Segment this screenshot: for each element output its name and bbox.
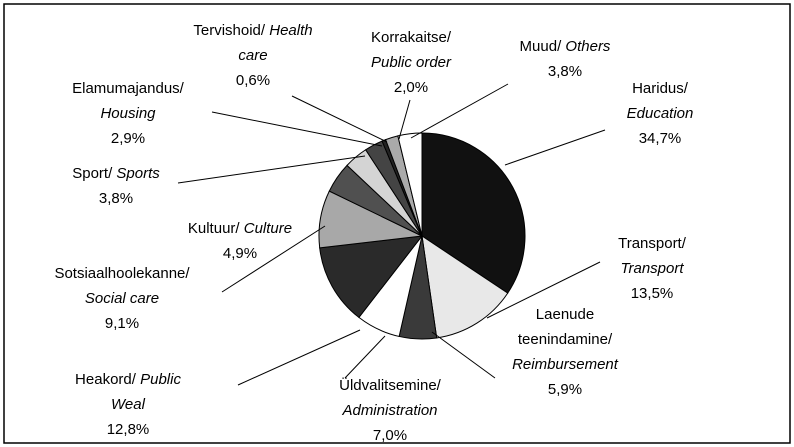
category-name-en: Transport xyxy=(620,260,684,277)
value-label: 34,7% xyxy=(638,130,682,147)
slice-label: Elamumajandus/ Housing 2,9% xyxy=(62,76,194,151)
category-name: Laenude teenindamine/ xyxy=(517,306,613,348)
leader-line xyxy=(177,155,366,184)
pie-slice xyxy=(319,235,424,319)
slice-label: Sotsiaalhoolekanne/ Social care 9,1% xyxy=(54,261,190,336)
value-label: 5,9% xyxy=(547,381,583,398)
slice-label: Kultuur/ Culture 4,9% xyxy=(164,216,316,266)
leader-line xyxy=(504,129,606,166)
category-name: Muud/ xyxy=(519,38,562,55)
slice-label: Korrakaitse/ Public order 2,0% xyxy=(355,25,467,100)
category-name: Elamumajandus/ xyxy=(72,80,184,97)
category-name: Sotsiaalhoolekanne/ xyxy=(54,265,190,282)
value-label: 3,8% xyxy=(98,190,134,207)
value-label: 2,9% xyxy=(110,130,146,147)
slice-label: Heakord/ Public Weal 12,8% xyxy=(65,367,192,442)
leader-line xyxy=(344,335,386,379)
slice-label: Haridus/ Education 34,7% xyxy=(614,76,706,151)
category-name-en: Administration xyxy=(342,402,438,419)
slice-label: Laenude teenindamine/ Reimbursement 5,9% xyxy=(504,302,626,402)
slice-label: Tervishoid/ Health care 0,6% xyxy=(178,18,328,93)
category-name-en: Others xyxy=(565,38,611,55)
value-label: 4,9% xyxy=(222,245,258,262)
category-name-en: Housing xyxy=(100,105,156,122)
frame xyxy=(3,3,791,444)
slice-label: Sport/ Sports 3,8% xyxy=(36,161,196,211)
leader-line xyxy=(291,95,388,143)
leader-line xyxy=(211,111,383,147)
value-label: 13,5% xyxy=(630,285,674,302)
category-name: Korrakaitse/ xyxy=(370,29,452,46)
category-name-en: Health care xyxy=(238,22,313,64)
value-label: 9,1% xyxy=(104,315,140,332)
value-label: 3,8% xyxy=(547,63,583,80)
category-name: Haridus/ xyxy=(632,80,688,97)
leader-line xyxy=(410,83,509,139)
category-name-en: Social care xyxy=(84,290,160,307)
slice-label: Üldvalitsemine/ Administration 7,0% xyxy=(324,373,456,447)
value-label: 12,8% xyxy=(106,421,150,438)
leader-line xyxy=(486,261,601,319)
leader-line xyxy=(237,329,361,386)
category-name: Kultuur/ xyxy=(187,220,240,237)
leader-line xyxy=(431,331,496,379)
category-name-en: Public order xyxy=(370,54,452,71)
pie-slice xyxy=(397,132,423,237)
category-name-en: Sports xyxy=(116,165,160,182)
value-label: 2,0% xyxy=(393,79,429,96)
category-name: Sport/ xyxy=(72,165,113,182)
category-name-en: Public Weal xyxy=(111,371,181,413)
category-name-en: Reimbursement xyxy=(512,356,618,373)
slice-label: Muud/ Others 3,8% xyxy=(505,34,625,84)
value-label: 7,0% xyxy=(372,427,408,444)
category-name: Üldvalitsemine/ xyxy=(339,377,441,394)
category-name: Transport/ xyxy=(618,235,686,252)
pie-slice xyxy=(421,234,509,339)
category-name: Heakord/ xyxy=(75,371,136,388)
category-name: Tervishoid/ xyxy=(193,22,266,39)
category-name-en: Education xyxy=(626,105,694,122)
leader-line xyxy=(398,99,411,140)
leader-line xyxy=(221,225,326,293)
slice-label: Transport/ Transport 13,5% xyxy=(606,231,698,306)
category-name-en: Culture xyxy=(243,220,293,237)
value-label: 0,6% xyxy=(235,72,271,89)
